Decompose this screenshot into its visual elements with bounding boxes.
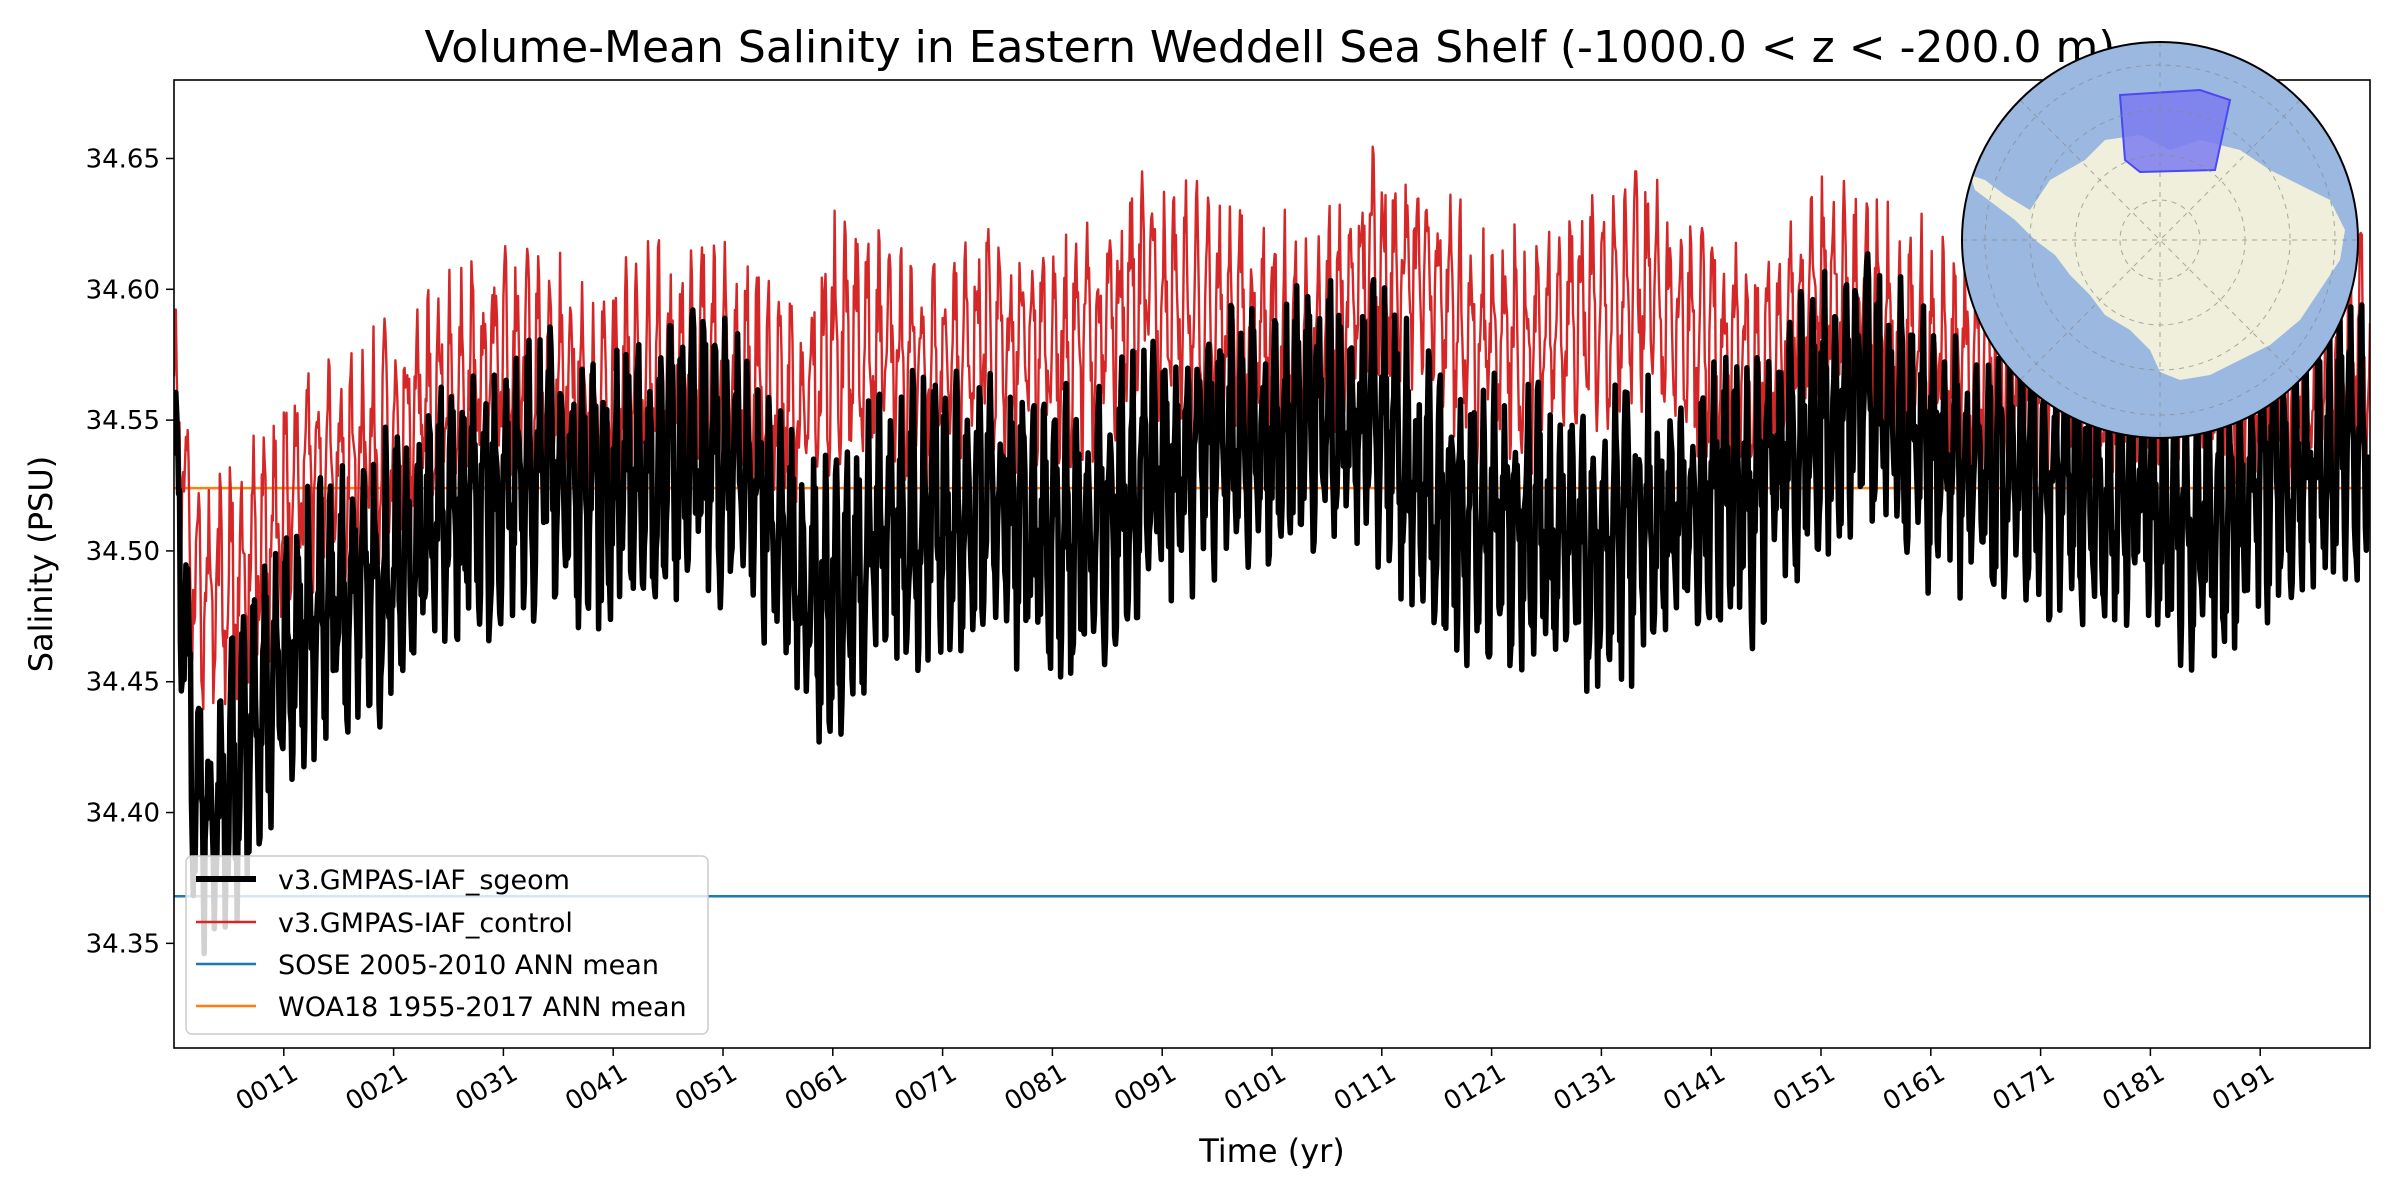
x-tick-label: 0161 bbox=[1878, 1058, 1950, 1117]
legend-label-control: v3.GMPAS-IAF_control bbox=[278, 908, 573, 939]
x-tick-label: 0011 bbox=[231, 1058, 303, 1117]
y-tick-label: 34.50 bbox=[86, 537, 160, 567]
x-tick-label: 0021 bbox=[341, 1058, 413, 1117]
y-axis-ticks: 34.35 34.40 34.45 34.50 34.55 34.60 34.65 bbox=[86, 144, 174, 959]
x-axis-ticks: 0011 0021 0031 0041 0051 0061 0071 0081 0091 0101… bbox=[231, 1048, 2280, 1117]
y-tick-label: 34.65 bbox=[86, 144, 160, 174]
legend-label-sose: SOSE 2005-2010 ANN mean bbox=[278, 950, 659, 981]
x-tick-label: 0121 bbox=[1439, 1058, 1511, 1117]
x-tick-label: 0031 bbox=[451, 1058, 523, 1117]
x-tick-label: 0111 bbox=[1329, 1058, 1401, 1117]
x-tick-label: 0071 bbox=[890, 1058, 962, 1117]
x-tick-label: 0191 bbox=[2207, 1058, 2279, 1117]
antarctic-peninsula-icon bbox=[1970, 175, 2035, 240]
antarctica-landmass-icon bbox=[2030, 135, 2345, 380]
inset-border bbox=[1961, 41, 2359, 439]
y-tick-label: 34.45 bbox=[86, 668, 160, 698]
x-tick-label: 0131 bbox=[1549, 1058, 1621, 1117]
x-axis-label: Time (yr) bbox=[1198, 1132, 1345, 1170]
y-tick-label: 34.60 bbox=[86, 275, 160, 305]
legend-box bbox=[185, 855, 709, 1035]
y-tick-label: 34.55 bbox=[86, 406, 160, 436]
x-tick-label: 0091 bbox=[1109, 1058, 1181, 1117]
legend: v3.GMPAS-IAF_sgeom v3.GMPAS-IAF_control … bbox=[185, 855, 709, 1035]
series-line-sgeom bbox=[174, 251, 2370, 957]
weddell-shelf-region-icon bbox=[2118, 88, 2232, 174]
x-tick-label: 0171 bbox=[1988, 1058, 2060, 1117]
x-tick-label: 0061 bbox=[780, 1058, 852, 1117]
x-tick-label: 0051 bbox=[670, 1058, 742, 1117]
y-tick-label: 34.40 bbox=[86, 799, 160, 829]
x-tick-label: 0081 bbox=[1000, 1058, 1072, 1117]
y-axis-label: Salinity (PSU) bbox=[22, 456, 60, 673]
y-tick-label: 34.35 bbox=[86, 929, 160, 959]
x-tick-label: 0141 bbox=[1658, 1058, 1730, 1117]
inset-graticule bbox=[1962, 42, 2358, 438]
chart-title: Volume-Mean Salinity in Eastern Weddell … bbox=[425, 22, 2116, 73]
x-tick-label: 0101 bbox=[1219, 1058, 1291, 1117]
x-tick-label: 0041 bbox=[560, 1058, 632, 1117]
legend-label-sgeom: v3.GMPAS-IAF_sgeom bbox=[278, 865, 570, 896]
x-tick-label: 0151 bbox=[1768, 1058, 1840, 1117]
x-tick-label: 0181 bbox=[2098, 1058, 2170, 1117]
inset-antarctic-map bbox=[1961, 41, 2359, 439]
legend-label-woa: WOA18 1955-2017 ANN mean bbox=[278, 992, 687, 1023]
